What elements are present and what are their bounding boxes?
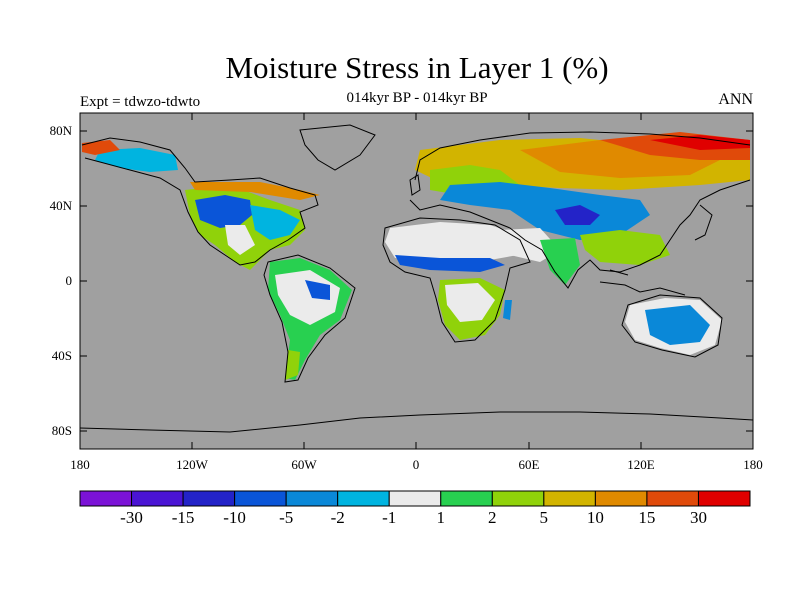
field-patagonia [285,350,300,380]
x-tick-label-180w: 180 [70,457,90,472]
colorbar-label: -2 [330,508,345,527]
field-madagascar [503,300,512,320]
coast-indonesia [599,269,686,296]
field-china-green [580,230,670,265]
colorbar-swatch [543,490,596,507]
season-label: ANN [718,91,753,108]
field-australia-blue [645,305,710,345]
colorbar-label: 5 [539,508,549,527]
field-north-america-white [225,225,255,255]
colorbar-swatch [131,490,184,507]
x-tick-label-120e: 120E [627,457,655,472]
coast-north-america [81,137,319,266]
map-subtitle: 014kyr BP - 014kyr BP [346,90,488,106]
field-north-america-lightblue [250,205,300,240]
field-southern-africa-white [445,283,495,322]
coast-antarctica [80,411,753,433]
colorbar-label: -15 [171,508,195,527]
field-arctic-red [650,135,750,150]
colorbar-swatch [388,490,442,507]
colorbar-swatch [337,490,390,507]
x-tick-label-120w: 120W [176,457,208,472]
coast-south-america [263,254,356,383]
x-tick-label-60w: 60W [291,457,317,472]
x-tick-label-180e: 180 [743,457,763,472]
x-tick-label-0: 0 [412,457,420,472]
colorbar-swatch [697,490,751,507]
field-central-asia-darkblue [555,205,600,225]
coast-uk [409,174,421,196]
colorbar-label: 10 [586,508,604,527]
field-alaska-red [82,140,120,155]
colorbar-label: -30 [120,508,143,527]
coast-africa [382,217,531,343]
colorbar-label: 1 [436,508,446,527]
field-india-green [540,238,580,285]
colorbar-swatch [646,490,699,507]
colorbar-swatch [234,490,287,507]
colorbar-label: 15 [638,508,656,527]
colorbar-swatch [594,490,648,507]
coast-japan [694,204,713,241]
x-tick-label-60e: 60E [518,457,540,472]
y-tick-label-80s: 80S [51,423,72,438]
colorbar [79,490,751,507]
colorbar-label: 30 [690,508,707,527]
coast-greenland [299,124,376,171]
colorbar-label: -1 [382,508,397,527]
field-north-america-blue [195,195,252,228]
experiment-label: Expt = tdwzo-tdwto [80,94,201,110]
field-layer [82,132,750,380]
field-canada-orange [190,182,320,200]
coast-europe-asia [409,131,751,289]
y-tick-label-0: 0 [65,273,73,288]
colorbar-label: -5 [279,508,294,527]
colorbar-swatch [285,490,339,507]
colorbar-swatch [182,490,236,507]
field-south-america-blue [305,280,330,300]
map-title: Moisture Stress in Layer 1 (%) [225,50,609,85]
axis-ticks [80,113,753,449]
colorbar-swatch [491,490,545,507]
y-tick-label-40s: 40S [51,348,72,363]
colorbar-swatch [79,490,133,507]
field-sahel-blue [395,255,505,272]
coastline-layer [80,124,753,433]
field-central-asia-blue [440,182,650,240]
colorbar-label: -10 [223,508,246,527]
y-tick-label-80n: 80N [49,123,72,138]
y-tick-label-40n: 40N [49,198,72,213]
colorbar-swatch [440,490,493,507]
field-sahara-white [385,222,520,262]
colorbar-label: 2 [488,508,497,527]
coast-australia [621,294,723,358]
